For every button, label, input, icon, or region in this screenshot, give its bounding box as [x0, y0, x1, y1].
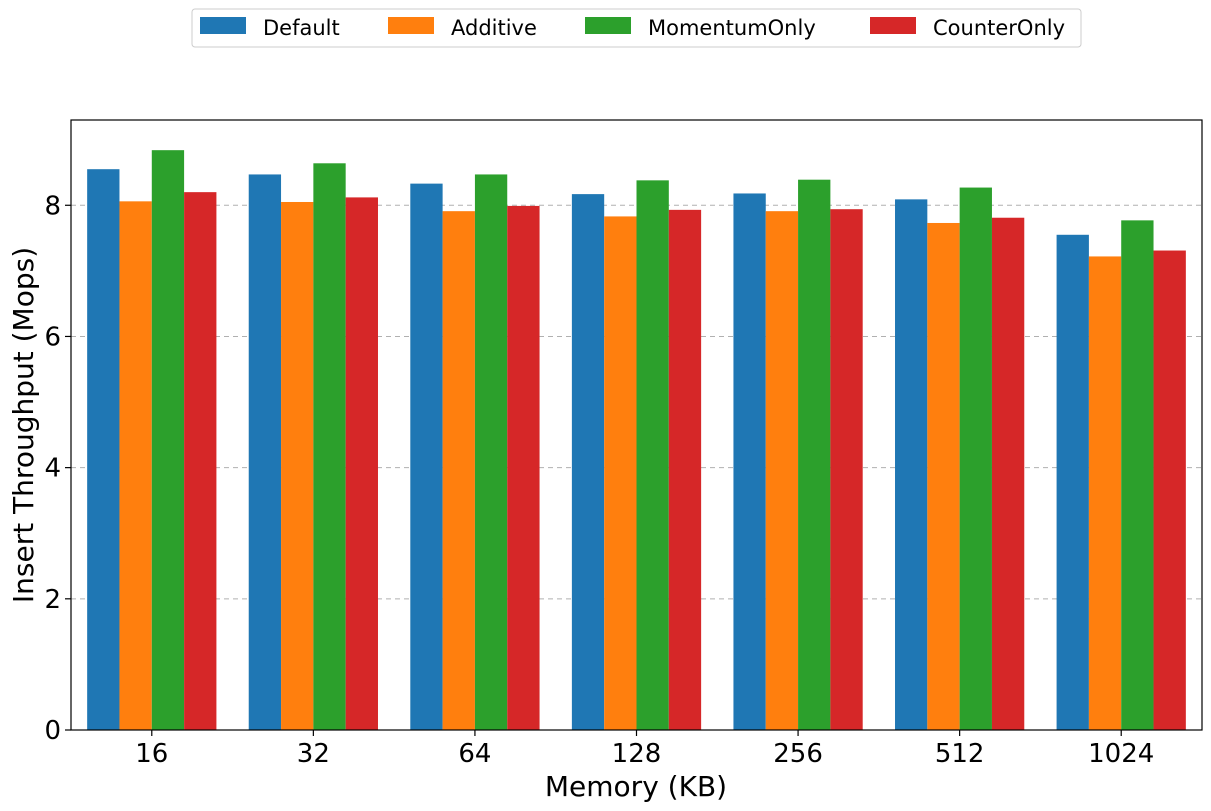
bar-default-32 — [248, 174, 282, 730]
bar-momentumonly-256 — [798, 179, 831, 730]
legend-entry-3: CounterOnly — [870, 16, 1065, 40]
x-tick-label: 512 — [935, 739, 985, 769]
bar-default-16 — [87, 169, 120, 730]
legend-label-0: Default — [263, 16, 340, 40]
bar-momentumonly-128 — [636, 180, 669, 730]
legend-label-3: CounterOnly — [933, 16, 1065, 40]
legend-entry-0: Default — [200, 16, 340, 40]
y-tick-label: 4 — [44, 454, 61, 484]
bar-default-512 — [895, 199, 928, 730]
bars — [87, 150, 1186, 731]
legend-swatch-0 — [200, 17, 246, 34]
legend-entry-1: Additive — [388, 16, 537, 40]
y-tick-label: 6 — [44, 322, 61, 352]
legend-swatch-3 — [870, 17, 916, 34]
bar-additive-512 — [927, 222, 960, 730]
bar-counteronly-64 — [507, 205, 540, 730]
x-tick-label: 1024 — [1088, 739, 1154, 769]
legend-entry-2: MomentumOnly — [585, 16, 816, 40]
legend-swatch-2 — [585, 17, 631, 34]
x-tick-label: 16 — [135, 739, 168, 769]
bar-default-1024 — [1056, 234, 1089, 730]
y-axis-title: Insert Throughput (Mops) — [7, 247, 40, 603]
bar-default-128 — [571, 194, 605, 730]
bar-momentumonly-16 — [151, 150, 185, 730]
legend-label-1: Additive — [451, 16, 537, 40]
legend-label-2: MomentumOnly — [648, 16, 816, 40]
bar-default-256 — [733, 193, 766, 730]
legend-swatch-1 — [388, 17, 434, 34]
x-tick-label: 64 — [458, 739, 491, 769]
bar-momentumonly-32 — [313, 163, 346, 730]
x-tick-label: 128 — [612, 739, 662, 769]
bar-additive-32 — [281, 201, 314, 730]
bar-additive-256 — [765, 211, 799, 730]
bar-momentumonly-512 — [959, 187, 992, 730]
bar-counteronly-256 — [830, 209, 863, 731]
bar-additive-16 — [119, 201, 152, 731]
x-axis-ticks: 16 32 64 128 256 512 1024 — [135, 730, 1154, 769]
x-tick-label: 32 — [297, 739, 330, 769]
bar-counteronly-128 — [668, 209, 702, 730]
bar-counteronly-32 — [345, 197, 378, 731]
x-axis-title: Memory (KB) — [545, 770, 727, 803]
bar-default-64 — [410, 183, 443, 730]
y-tick-label: 8 — [44, 191, 61, 221]
y-axis-ticks: 0 2 4 6 8 — [44, 191, 71, 746]
bar-additive-64 — [442, 211, 475, 730]
bar-additive-1024 — [1088, 256, 1122, 730]
bar-additive-128 — [604, 216, 637, 730]
y-tick-label: 2 — [44, 585, 61, 615]
legend: Default Additive MomentumOnly CounterOnl… — [191, 8, 1082, 48]
bar-momentumonly-1024 — [1121, 220, 1154, 730]
x-tick-label: 256 — [773, 739, 823, 769]
bar-momentumonly-64 — [474, 174, 508, 730]
bar-counteronly-1024 — [1153, 250, 1186, 730]
bar-counteronly-512 — [991, 217, 1025, 730]
y-tick-label: 0 — [44, 716, 61, 746]
bar-counteronly-16 — [184, 192, 217, 731]
